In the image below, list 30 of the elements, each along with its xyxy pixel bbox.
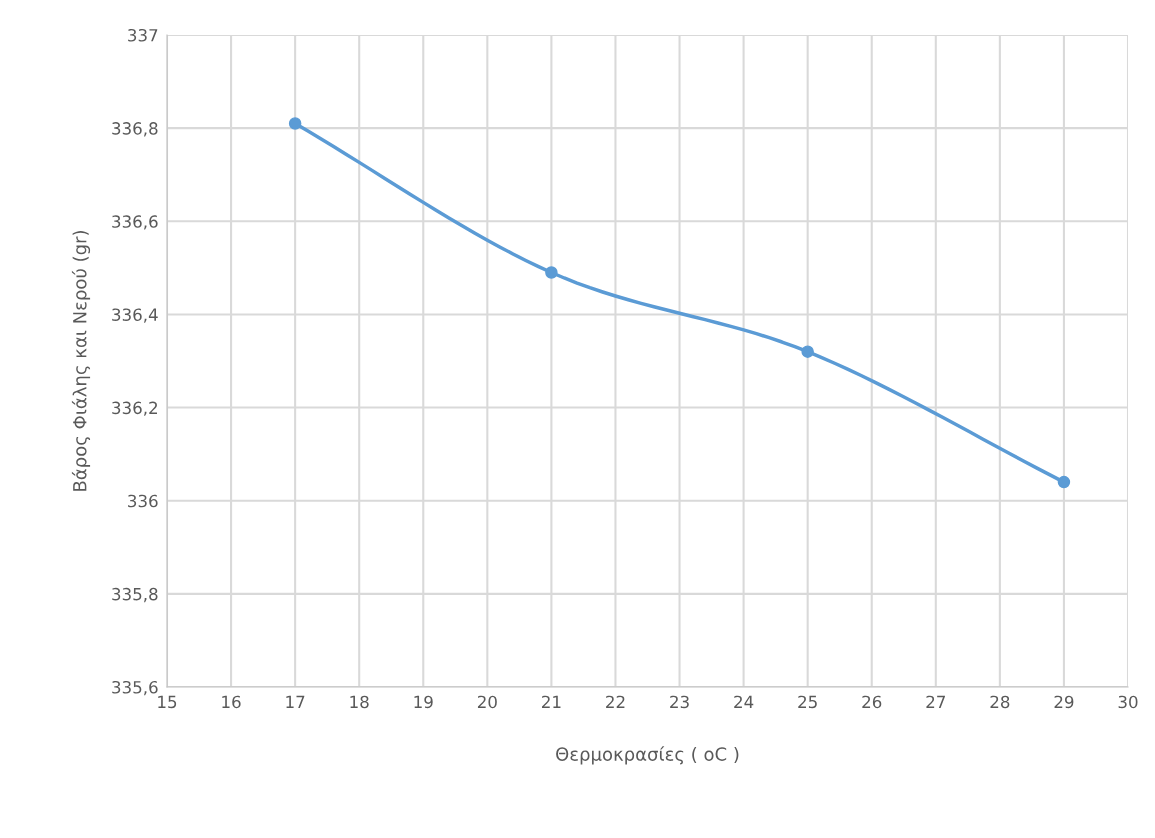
y-tick-label: 337	[128, 28, 158, 42]
point	[545, 266, 558, 279]
x-tick-label: 19	[414, 695, 433, 709]
y-tick-label: 335,8	[112, 587, 158, 603]
x-tick-label: 17	[286, 695, 305, 708]
point	[801, 345, 814, 358]
y-tick-label: 336,2	[112, 401, 157, 416]
x-tick-label: 16	[222, 695, 241, 709]
y-tick-label: 335,6	[112, 680, 158, 696]
y-tick-label: 336,8	[112, 122, 158, 137]
x-tick-label: 22	[606, 695, 625, 708]
x-tick-label: 25	[798, 695, 817, 709]
y-axis-title: Βάρος Φιάλης και Νερού (gr)	[71, 230, 91, 491]
x-tick-label: 28	[990, 695, 1010, 709]
point	[288, 117, 302, 130]
x-tick-label: 21	[542, 695, 561, 708]
point	[1057, 475, 1071, 489]
y-tick-label: 336,4	[112, 308, 158, 323]
x-tick-label: 24	[734, 695, 754, 708]
x-tick-label: 29	[1054, 695, 1074, 709]
x-tick-label: 27	[926, 695, 945, 708]
x-axis-title: Θερμοκρασίες ( oC )	[556, 746, 739, 765]
y-tick-label: 336	[128, 494, 158, 508]
x-tick-label: 20	[477, 695, 497, 709]
x-tick-label: 26	[862, 695, 882, 709]
y-tick-label: 336,6	[112, 215, 158, 230]
x-tick-label: 18	[350, 695, 369, 709]
x-tick-label: 15	[158, 695, 177, 709]
x-tick-label: 23	[670, 695, 689, 709]
x-tick-label: 30	[1118, 695, 1138, 709]
